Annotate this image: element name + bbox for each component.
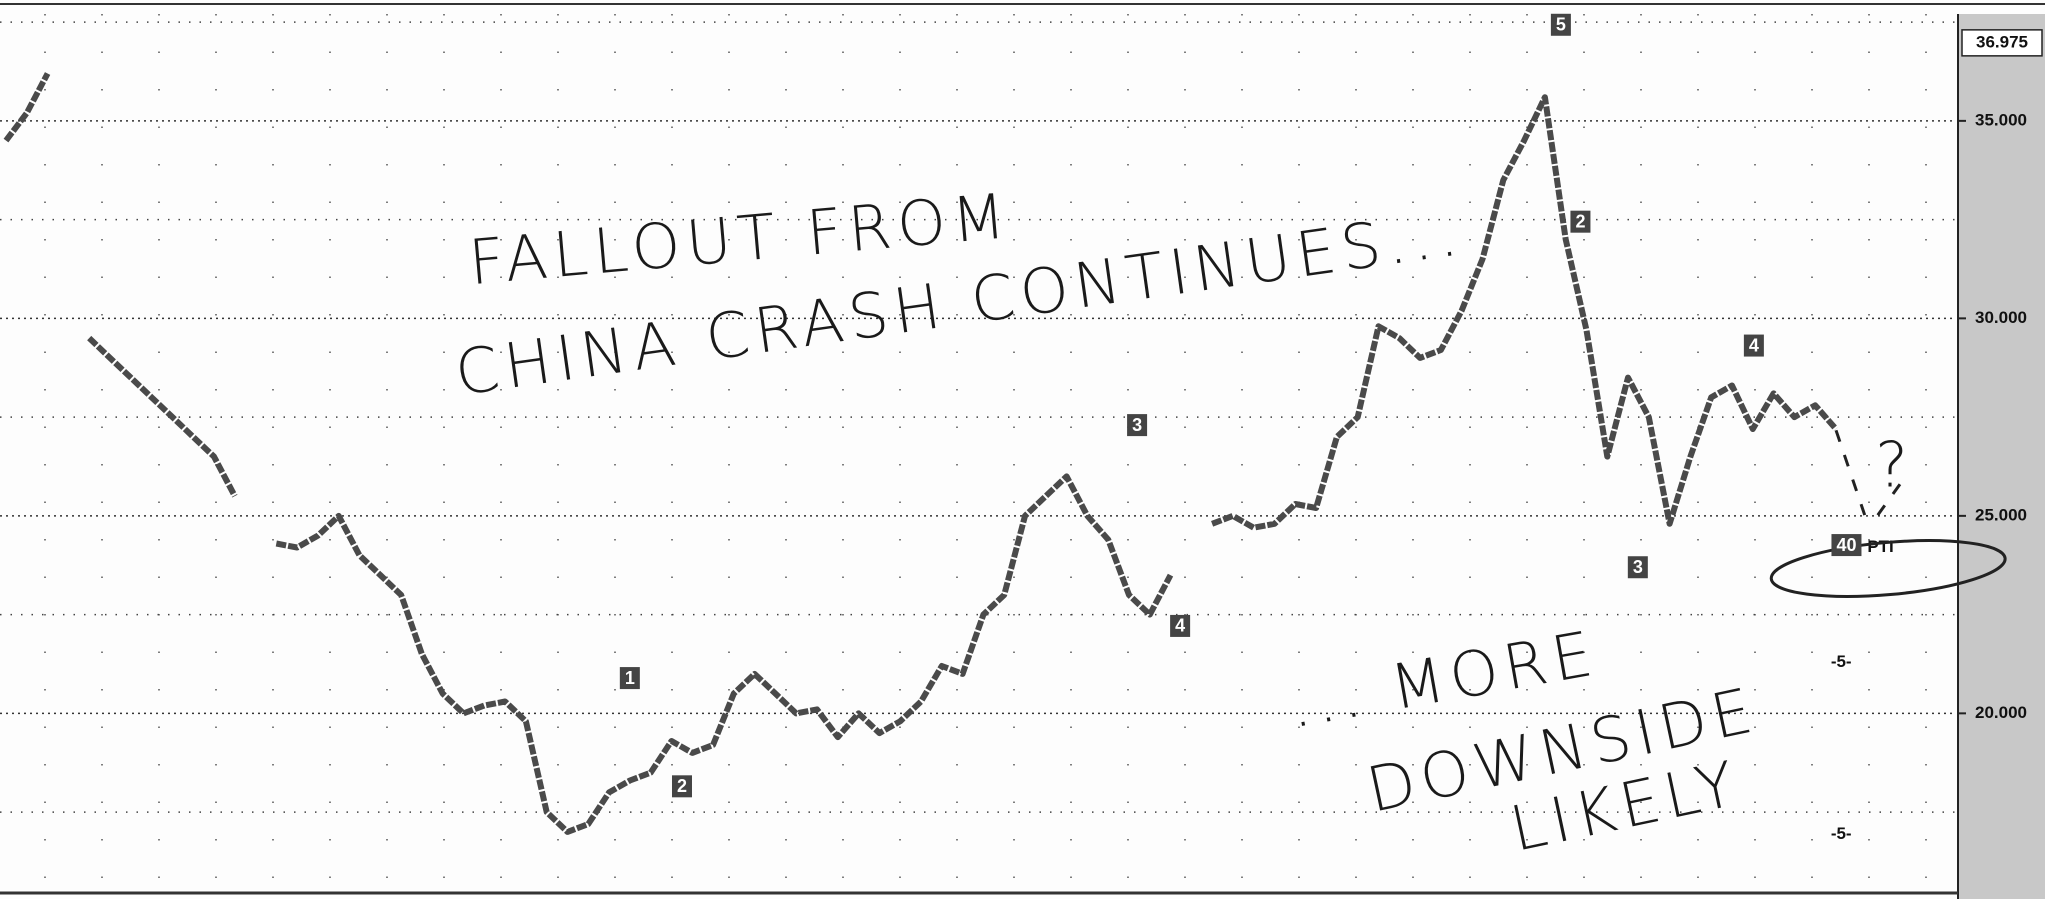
wave-box <box>619 667 640 690</box>
wave-label: 2 <box>1575 211 1585 231</box>
y-tick-label: 25.000 <box>1975 505 2027 524</box>
last-price-label: 36.975 <box>1976 32 2028 51</box>
dashed-projection <box>1834 429 1903 516</box>
wave-label: 3 <box>1633 557 1643 577</box>
y-tick-label: 20.000 <box>1975 703 2027 722</box>
y-tick-label: 35.000 <box>1975 110 2027 129</box>
wave-box <box>1550 13 1571 36</box>
handwritten-note: ? <box>1875 428 1914 501</box>
wave-box <box>1831 534 1862 557</box>
plot <box>3 72 1839 835</box>
wave-label: 1 <box>625 668 635 688</box>
axis-panel <box>1958 14 2045 899</box>
grid <box>0 14 1956 890</box>
price-line <box>3 72 1839 835</box>
wave-label: 5 <box>1556 15 1566 35</box>
y-tick-label: 30.000 <box>1975 308 2027 327</box>
wave-box <box>1127 414 1148 437</box>
wave-box <box>1743 334 1764 357</box>
wave-box <box>1627 556 1648 579</box>
wave-label: 40 <box>1836 535 1856 555</box>
wave-box <box>671 775 692 798</box>
wave-label: 4 <box>1749 335 1759 355</box>
wave-box <box>1170 614 1191 637</box>
chart-note: -5- <box>1831 652 1852 671</box>
wave-box <box>1570 210 1591 233</box>
last-price-box <box>1961 29 2043 57</box>
target-circle <box>1769 539 2007 598</box>
wave-label: 2 <box>677 776 687 796</box>
chart-note: -5- <box>1831 824 1852 843</box>
chart-note: PTI <box>1867 537 1893 556</box>
wave-label: 4 <box>1175 616 1185 636</box>
wave-label: 3 <box>1132 415 1142 435</box>
